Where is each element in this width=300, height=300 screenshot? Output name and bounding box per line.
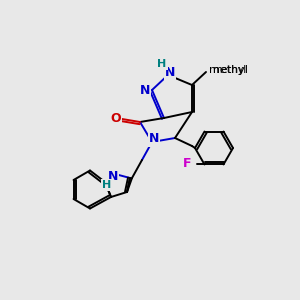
Text: methyl: methyl — [212, 65, 246, 75]
Text: H: H — [102, 180, 112, 190]
Text: F: F — [183, 157, 192, 170]
Text: H: H — [158, 59, 166, 69]
Text: N: N — [165, 65, 175, 79]
Text: N: N — [140, 83, 150, 97]
Text: N: N — [149, 133, 159, 146]
Text: N: N — [108, 169, 118, 182]
Text: O: O — [111, 112, 121, 125]
Text: methyl: methyl — [209, 65, 248, 75]
